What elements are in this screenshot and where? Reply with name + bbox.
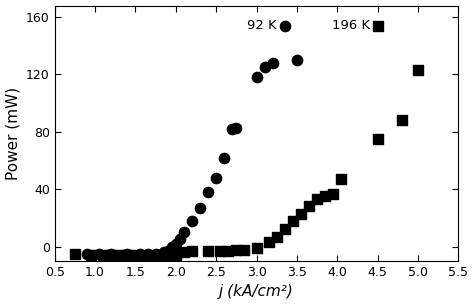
Point (108, 251, 115, 256)
Point (124, 251, 131, 256)
Point (269, 60, 276, 65)
Point (164, 253, 172, 258)
Point (233, 125, 240, 130)
Point (56, 243, 64, 248)
Point (374, 137, 382, 142)
Point (100, 253, 107, 258)
Point (329, 191, 337, 196)
Point (136, 251, 143, 256)
Point (116, 253, 123, 258)
Point (160, 250, 167, 255)
Point (156, 253, 164, 258)
Point (398, 118, 406, 123)
Point (337, 177, 345, 182)
Point (265, 240, 273, 245)
Point (196, 206, 204, 210)
Point (212, 175, 220, 180)
Point (204, 190, 212, 195)
Point (233, 247, 240, 252)
Point (168, 244, 175, 249)
Point (228, 127, 236, 131)
Point (253, 246, 260, 250)
Point (152, 251, 159, 256)
Point (83, 251, 91, 256)
Point (172, 253, 180, 258)
Point (132, 253, 139, 258)
Point (297, 211, 305, 216)
Point (414, 68, 422, 73)
Text: 92 K: 92 K (247, 20, 277, 33)
Point (220, 155, 228, 160)
Point (217, 249, 224, 253)
Point (124, 253, 131, 258)
Point (313, 197, 321, 202)
Point (241, 247, 248, 252)
Point (71, 251, 79, 256)
Point (188, 249, 196, 253)
Point (176, 237, 183, 242)
Point (144, 251, 151, 256)
Text: 196 K: 196 K (331, 20, 370, 33)
Point (95, 251, 103, 256)
Point (289, 218, 297, 223)
Point (188, 218, 196, 223)
Point (108, 253, 115, 258)
Point (204, 249, 212, 253)
X-axis label: j (kA/cm²): j (kA/cm²) (219, 285, 294, 300)
Point (321, 194, 329, 199)
Point (87, 253, 95, 258)
Point (293, 58, 301, 63)
Point (281, 227, 289, 232)
Point (261, 65, 268, 70)
Point (180, 250, 188, 255)
Point (180, 230, 188, 235)
Point (225, 249, 232, 253)
Point (273, 234, 281, 239)
Point (140, 253, 147, 258)
Y-axis label: Power (mW): Power (mW) (6, 87, 20, 180)
Point (172, 241, 180, 246)
Point (164, 249, 172, 253)
Point (75, 243, 83, 248)
Point (148, 253, 155, 258)
Point (253, 75, 260, 80)
Point (305, 204, 313, 209)
